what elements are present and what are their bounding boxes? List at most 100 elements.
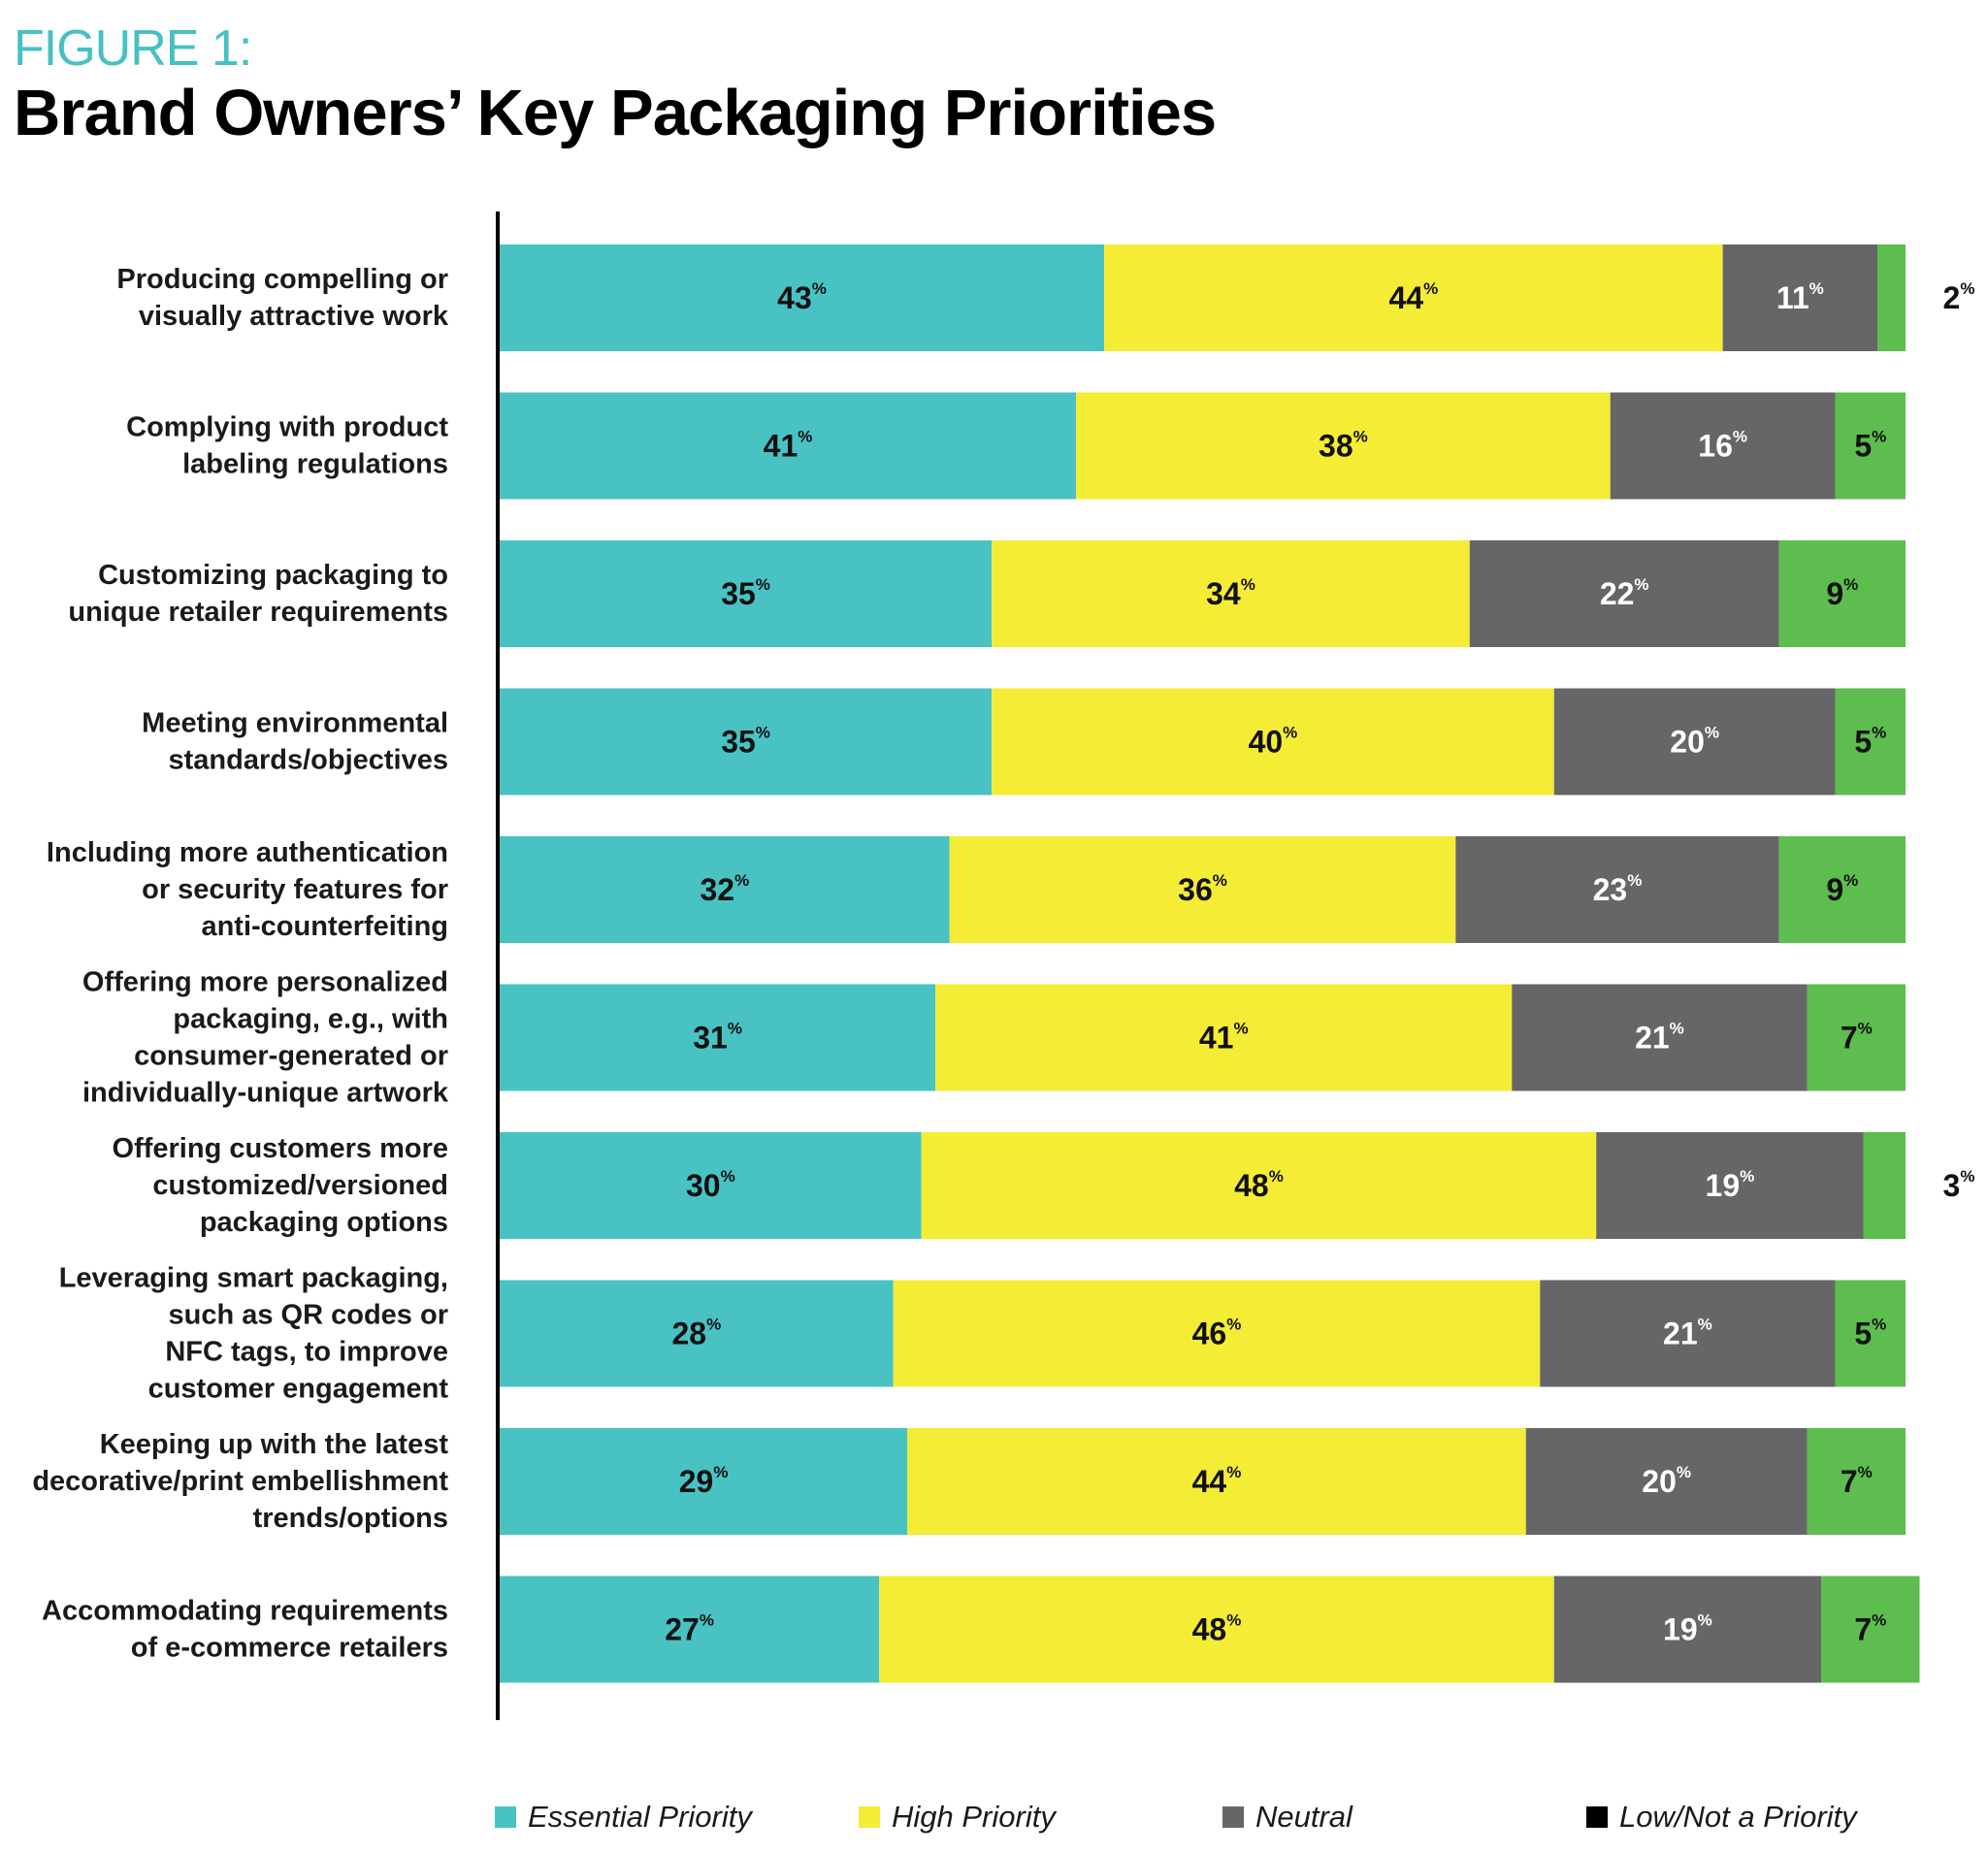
data-label-high-9: 44% <box>1192 1463 1242 1500</box>
bar-neutral-1 <box>1722 244 1878 351</box>
data-label-low-2: 5% <box>1854 427 1886 464</box>
data-label-essential-10: 27% <box>665 1610 714 1647</box>
bar-high-7 <box>921 1132 1597 1239</box>
category-label-5: Including more authentication or security… <box>47 837 448 942</box>
bar-high-10 <box>879 1576 1554 1683</box>
category-label-4: Meeting environmental standards/objective… <box>142 708 448 776</box>
bar-essential-3 <box>500 540 993 647</box>
bar-essential-10 <box>500 1576 880 1683</box>
bar-low-2 <box>1835 392 1906 500</box>
data-label-high-2: 38% <box>1319 427 1368 464</box>
legend-swatch-essential <box>495 1806 516 1828</box>
bar-neutral-2 <box>1610 392 1836 500</box>
data-label-high-3: 34% <box>1206 575 1255 612</box>
bar-essential-4 <box>500 688 993 796</box>
bar-low-10 <box>1821 1576 1920 1683</box>
data-label-high-1: 44% <box>1388 279 1438 316</box>
bar-high-8 <box>893 1280 1541 1387</box>
legend-item-high: High Priority <box>859 1800 1056 1835</box>
data-label-essential-4: 35% <box>721 723 770 760</box>
data-label-low-7: 3% <box>1943 1167 1975 1204</box>
bar-neutral-4 <box>1553 688 1836 796</box>
data-label-neutral-2: 16% <box>1698 427 1747 464</box>
category-label-7: Offering customers more customized/versio… <box>113 1133 448 1238</box>
chart-title: Brand Owners’ Key Packaging Priorities <box>14 77 1217 149</box>
data-label-essential-5: 32% <box>700 871 749 908</box>
legend-item-neutral: Neutral <box>1222 1800 1352 1835</box>
bar-low-7 <box>1863 1132 1906 1239</box>
bar-essential-9 <box>500 1428 908 1535</box>
bar-low-3 <box>1778 540 1906 647</box>
data-label-neutral-8: 21% <box>1663 1315 1712 1351</box>
bar-high-4 <box>992 688 1554 796</box>
data-label-essential-6: 31% <box>693 1019 742 1056</box>
category-label-8: Leveraging smart packaging, such as QR co… <box>59 1263 449 1405</box>
data-label-essential-8: 28% <box>672 1315 722 1351</box>
data-label-low-8: 5% <box>1854 1315 1886 1351</box>
bar-neutral-6 <box>1512 984 1808 1091</box>
bar-essential-1 <box>500 244 1105 351</box>
legend-label-low: Low/Not a Priority <box>1619 1800 1857 1834</box>
bar-low-6 <box>1807 984 1906 1091</box>
data-label-high-5: 36% <box>1178 871 1227 908</box>
legend-swatch-high <box>859 1806 880 1828</box>
bar-low-1 <box>1877 244 1906 351</box>
legend-label-essential: Essential Priority <box>528 1800 752 1834</box>
data-label-essential-7: 30% <box>686 1167 735 1204</box>
bar-low-4 <box>1835 688 1906 796</box>
bar-essential-7 <box>500 1132 922 1239</box>
data-label-high-10: 48% <box>1192 1610 1242 1647</box>
bar-essential-5 <box>500 836 950 943</box>
data-label-high-6: 41% <box>1199 1019 1249 1056</box>
bar-high-3 <box>992 540 1470 647</box>
data-label-neutral-5: 23% <box>1593 871 1643 908</box>
bar-high-2 <box>1076 392 1611 500</box>
data-label-neutral-3: 22% <box>1600 575 1649 612</box>
data-label-high-8: 46% <box>1192 1315 1242 1351</box>
data-label-high-4: 40% <box>1249 723 1298 760</box>
data-label-neutral-7: 19% <box>1706 1167 1755 1204</box>
legend-item-low: Low/Not a Priority <box>1586 1800 1857 1835</box>
bar-high-6 <box>935 984 1513 1091</box>
bar-essential-6 <box>500 984 936 1091</box>
bar-high-5 <box>949 836 1456 943</box>
category-label-1: Producing compelling or visually attracti… <box>116 264 448 332</box>
data-label-essential-9: 29% <box>679 1463 729 1500</box>
data-label-neutral-6: 21% <box>1635 1019 1684 1056</box>
bar-neutral-10 <box>1553 1576 1822 1683</box>
chart-legend: Essential Priority High Priority Neutral… <box>495 1800 1950 1838</box>
bar-neutral-5 <box>1455 836 1779 943</box>
legend-item-essential: Essential Priority <box>495 1800 752 1835</box>
figure-label: FIGURE 1: <box>14 20 252 77</box>
category-label-10: Accommodating requirements of e-commerce … <box>42 1596 448 1664</box>
data-label-high-7: 48% <box>1234 1167 1284 1204</box>
legend-label-neutral: Neutral <box>1255 1800 1352 1834</box>
bar-neutral-3 <box>1469 540 1779 647</box>
bar-neutral-8 <box>1540 1280 1836 1387</box>
category-label-3: Customizing packaging to unique retailer … <box>68 560 448 628</box>
legend-swatch-neutral <box>1222 1806 1244 1828</box>
bar-low-9 <box>1807 1428 1906 1535</box>
data-label-essential-2: 41% <box>764 427 813 464</box>
bar-high-9 <box>907 1428 1526 1535</box>
data-label-neutral-10: 19% <box>1663 1610 1712 1647</box>
category-label-6: Offering more personalized packaging, e.g… <box>82 967 449 1109</box>
data-label-essential-3: 35% <box>721 575 770 612</box>
data-label-low-6: 7% <box>1841 1019 1873 1056</box>
data-label-essential-1: 43% <box>777 279 827 316</box>
bar-neutral-7 <box>1596 1132 1864 1239</box>
legend-label-high: High Priority <box>892 1800 1056 1834</box>
bar-high-1 <box>1104 244 1723 351</box>
bar-essential-8 <box>500 1280 894 1387</box>
bar-low-5 <box>1778 836 1906 943</box>
bar-low-8 <box>1835 1280 1906 1387</box>
data-label-neutral-4: 20% <box>1670 723 1719 760</box>
data-label-neutral-9: 20% <box>1642 1463 1691 1500</box>
bar-neutral-9 <box>1525 1428 1808 1535</box>
data-label-low-1: 2% <box>1943 279 1975 316</box>
legend-swatch-low <box>1586 1806 1608 1828</box>
data-label-low-10: 7% <box>1854 1610 1886 1647</box>
category-label-9: Keeping up with the latest decorative/pri… <box>32 1429 448 1534</box>
bar-essential-2 <box>500 392 1077 500</box>
